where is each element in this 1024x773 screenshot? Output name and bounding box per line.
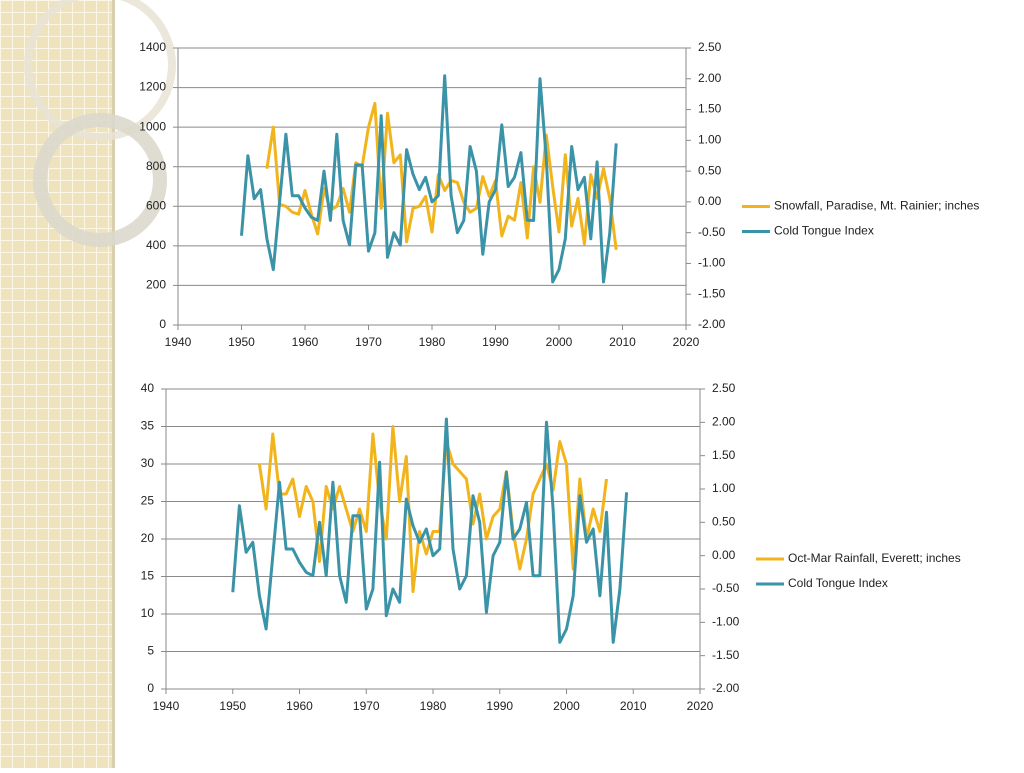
x-tick-label: 2020 <box>687 699 714 713</box>
y-tick-label: 800 <box>146 159 166 173</box>
y2-tick-label: -1.00 <box>698 256 726 270</box>
x-tick-label: 1940 <box>165 335 192 349</box>
y2-tick-label: 0.50 <box>698 163 722 177</box>
y-tick-label: 200 <box>146 278 166 292</box>
x-tick-label: 1990 <box>482 335 509 349</box>
y2-tick-label: 1.00 <box>712 481 736 495</box>
x-tick-label: 2010 <box>620 699 647 713</box>
x-tick-label: 1940 <box>153 699 180 713</box>
x-tick-label: 1980 <box>419 335 446 349</box>
x-tick-label: 2020 <box>673 335 700 349</box>
x-tick-label: 1950 <box>228 335 255 349</box>
y-tick-label: 40 <box>141 381 155 395</box>
y-tick-label: 600 <box>146 198 166 212</box>
y2-tick-label: 2.50 <box>712 381 736 395</box>
data-line <box>240 74 618 284</box>
y-tick-label: 1400 <box>139 40 166 54</box>
y2-tick-label: -1.00 <box>712 615 740 629</box>
y-tick-label: 10 <box>141 606 155 620</box>
y-tick-label: 5 <box>147 644 154 658</box>
x-tick-label: 1970 <box>355 335 382 349</box>
legend-label: Snowfall, Paradise, Mt. Rainier; inches <box>774 199 979 213</box>
y-tick-label: 1200 <box>139 80 166 94</box>
y2-tick-label: 2.50 <box>698 40 722 54</box>
y2-tick-label: 1.50 <box>712 448 736 462</box>
y2-tick-label: -2.00 <box>712 681 740 695</box>
y2-tick-label: -1.50 <box>712 648 740 662</box>
side-decoration <box>0 0 176 768</box>
x-tick-label: 2000 <box>546 335 573 349</box>
y2-tick-label: -0.50 <box>712 581 740 595</box>
x-tick-label: 1960 <box>286 699 313 713</box>
y-tick-label: 1000 <box>139 119 166 133</box>
x-tick-label: 2000 <box>553 699 580 713</box>
y-tick-label: 0 <box>159 317 166 331</box>
x-tick-label: 2010 <box>609 335 636 349</box>
legend-label: Oct-Mar Rainfall, Everett; inches <box>788 551 961 565</box>
y-tick-label: 30 <box>141 456 155 470</box>
y-tick-label: 35 <box>141 419 155 433</box>
data-line <box>265 101 618 250</box>
y2-tick-label: 0.50 <box>712 515 736 529</box>
y-tick-label: 400 <box>146 238 166 252</box>
y2-tick-label: 1.00 <box>698 133 722 147</box>
y2-tick-label: 2.00 <box>698 71 722 85</box>
x-tick-label: 1970 <box>353 699 380 713</box>
y2-tick-label: -1.50 <box>698 286 726 300</box>
x-tick-label: 1950 <box>219 699 246 713</box>
y2-tick-label: -0.50 <box>698 225 726 239</box>
legend-label: Cold Tongue Index <box>788 576 888 590</box>
legend-label: Cold Tongue Index <box>774 224 874 238</box>
x-tick-label: 1990 <box>486 699 513 713</box>
y-tick-label: 25 <box>141 494 155 508</box>
y2-tick-label: 0.00 <box>698 194 722 208</box>
x-tick-label: 1960 <box>292 335 319 349</box>
y2-tick-label: 0.00 <box>712 548 736 562</box>
x-tick-label: 1980 <box>420 699 447 713</box>
data-line <box>231 417 629 644</box>
y2-tick-label: 1.50 <box>698 102 722 116</box>
y-tick-label: 20 <box>141 531 155 545</box>
y-tick-label: 15 <box>141 569 155 583</box>
y2-tick-label: -2.00 <box>698 317 726 331</box>
y-tick-label: 0 <box>147 681 154 695</box>
y2-tick-label: 2.00 <box>712 415 736 429</box>
